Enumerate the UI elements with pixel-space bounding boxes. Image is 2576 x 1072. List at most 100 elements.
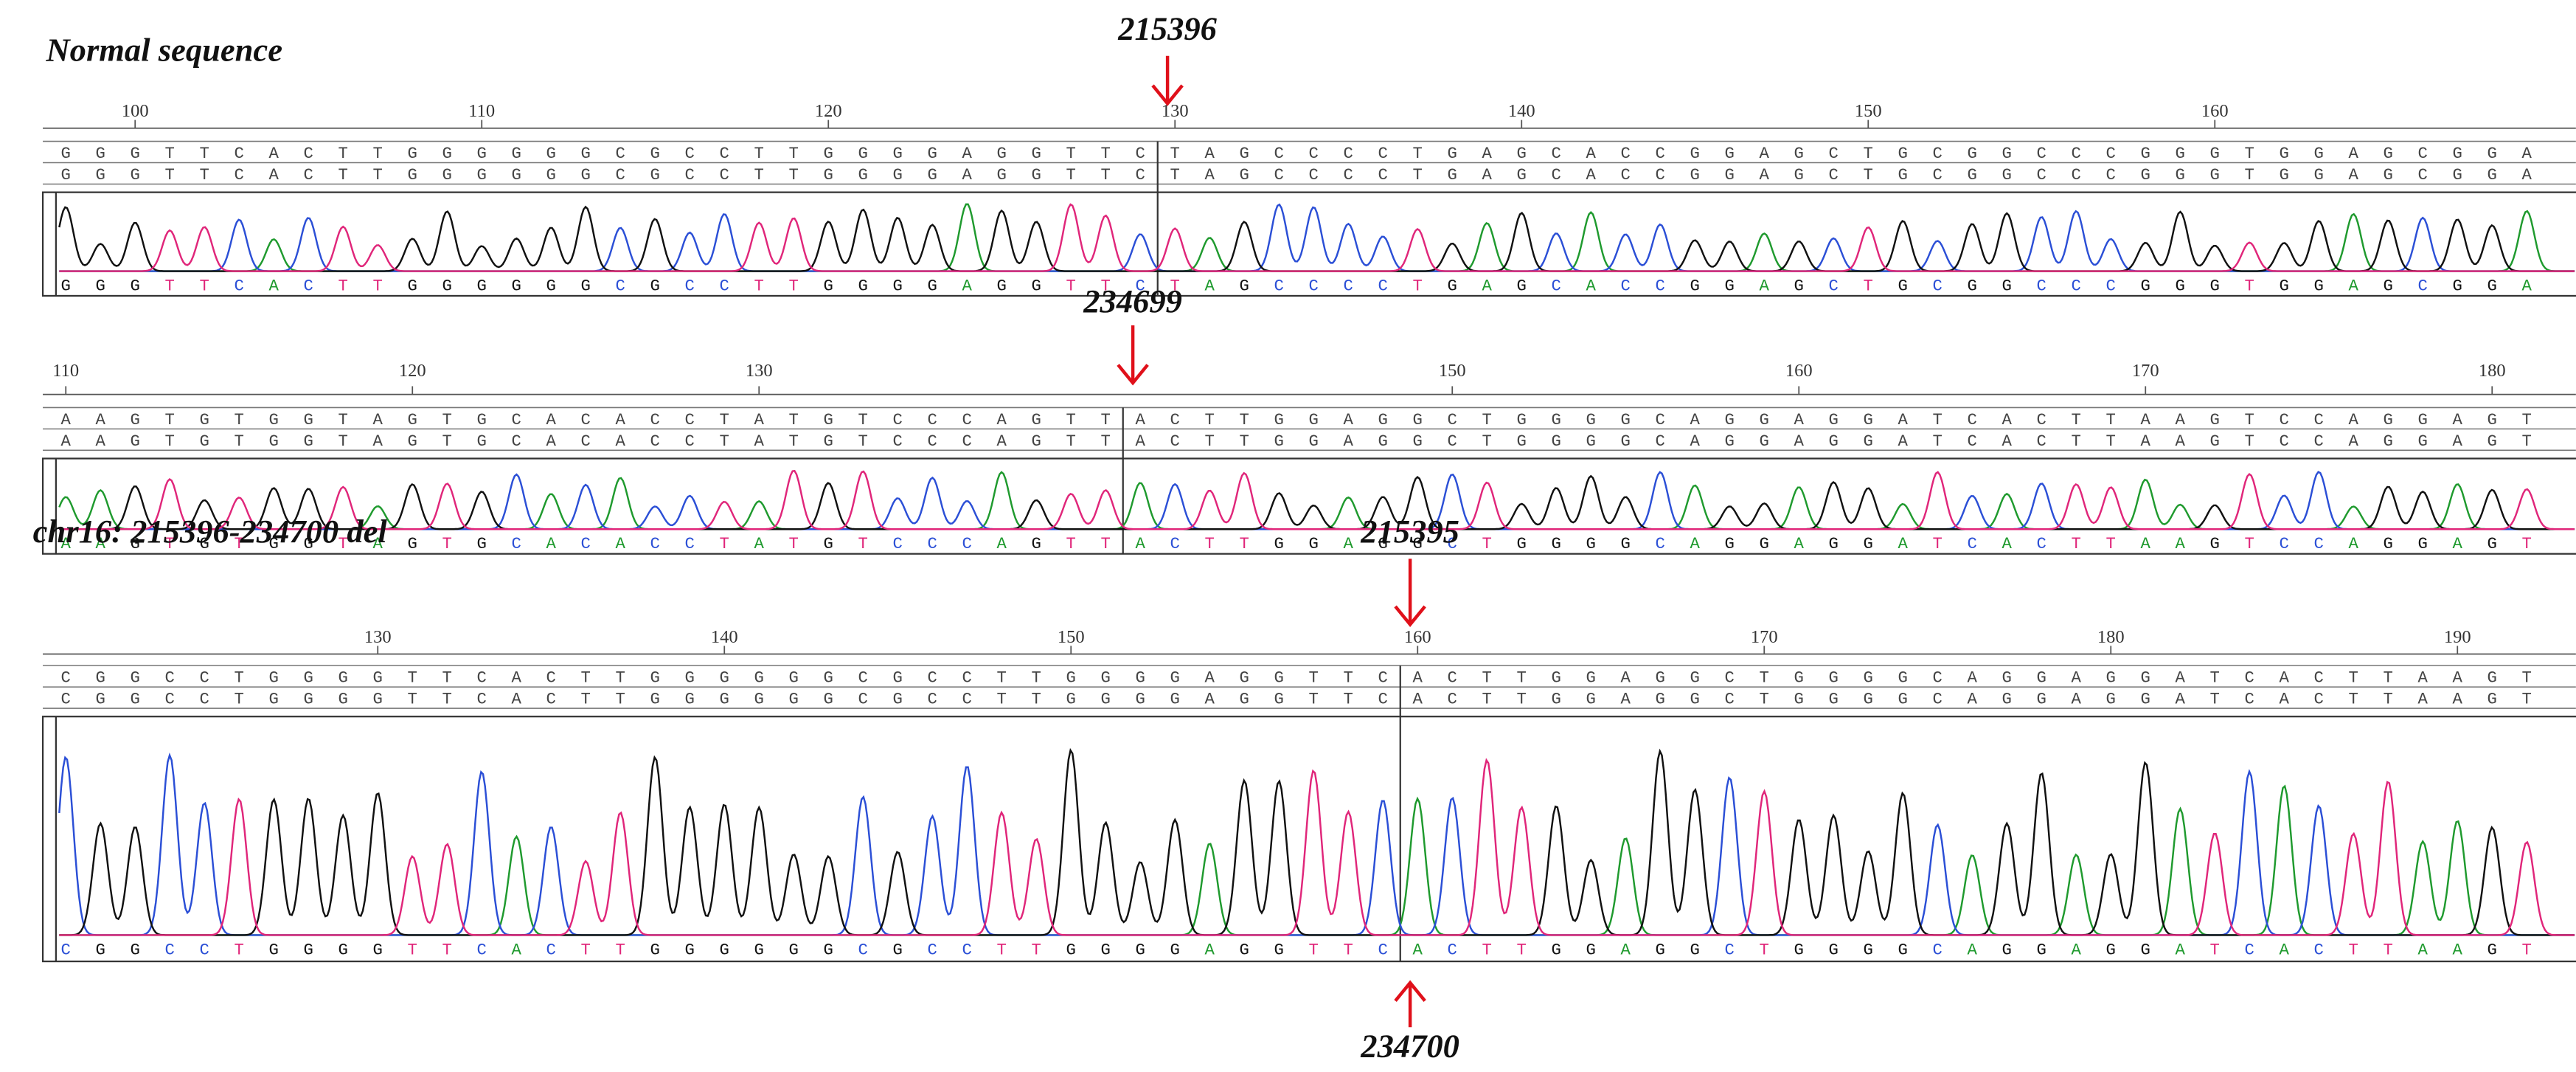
base-call: G: [2210, 165, 2220, 184]
base-call: C: [1378, 165, 1388, 184]
base-call: G: [408, 410, 417, 429]
base-call: G: [269, 690, 279, 709]
base-call: G: [131, 690, 140, 709]
base-call: A: [373, 410, 383, 429]
base-call: G: [408, 165, 417, 184]
base-call: C: [1725, 940, 1735, 959]
base-call: C: [962, 410, 972, 429]
base-call: G: [1829, 410, 1839, 429]
base-call: A: [373, 432, 383, 451]
base-call: T: [2072, 432, 2081, 451]
base-call: C: [2280, 410, 2289, 429]
base-call: A: [997, 432, 1007, 451]
base-call: T: [1760, 668, 1769, 688]
base-call: A: [61, 432, 72, 451]
base-call: T: [616, 668, 625, 688]
base-call: C: [1829, 144, 1839, 163]
base-call: A: [512, 668, 522, 688]
base-call: G: [2141, 165, 2150, 184]
base-call: G: [2106, 690, 2116, 709]
base-call: G: [2488, 144, 2497, 163]
base-call: T: [1517, 668, 1527, 688]
base-call: G: [1066, 690, 1076, 709]
base-call: G: [858, 165, 868, 184]
base-call: T: [858, 432, 868, 451]
base-call: G: [2384, 534, 2393, 553]
base-call: T: [442, 668, 452, 688]
base-call: G: [2280, 165, 2289, 184]
base-call: G: [2314, 276, 2324, 295]
base-call: T: [789, 276, 799, 295]
base-call: A: [1760, 144, 1770, 163]
base-call: G: [408, 432, 417, 451]
base-call: G: [1170, 690, 1180, 709]
base-call: G: [2453, 144, 2462, 163]
base-call: T: [1205, 534, 1215, 553]
base-call: G: [2418, 534, 2428, 553]
base-call: G: [269, 432, 279, 451]
base-call: G: [997, 276, 1007, 295]
arrow-label: 234700: [1360, 1027, 1459, 1064]
base-call: G: [131, 410, 140, 429]
base-call: A: [1344, 534, 1354, 553]
base-call: T: [2106, 410, 2116, 429]
base-call: G: [824, 534, 833, 553]
base-call: T: [1344, 690, 1353, 709]
base-call: G: [1690, 165, 1700, 184]
base-call: C: [200, 668, 209, 688]
base-call: T: [2522, 432, 2532, 451]
ruler-tick-label: 160: [1785, 361, 1813, 381]
ruler-tick-label: 180: [2097, 627, 2125, 647]
base-call: T: [1760, 690, 1769, 709]
base-call: C: [1656, 432, 1665, 451]
base-call: T: [1517, 940, 1527, 959]
base-call: T: [997, 690, 1007, 709]
base-call: C: [546, 690, 556, 709]
trace: [59, 476, 2575, 529]
base-call: C: [962, 432, 972, 451]
base-call: G: [1032, 144, 1041, 163]
base-call: C: [1656, 534, 1665, 553]
base-call: G: [1552, 690, 1561, 709]
base-call: C: [1136, 165, 1145, 184]
ruler-tick-label: 140: [711, 627, 738, 647]
panel-title: Normal sequence: [46, 31, 282, 68]
base-call: G: [685, 940, 695, 959]
base-call: C: [720, 144, 729, 163]
base-call: C: [1933, 165, 1943, 184]
base-call: G: [2141, 276, 2150, 295]
base-call: A: [269, 144, 280, 163]
base-call: G: [858, 144, 868, 163]
base-call: G: [2037, 668, 2046, 688]
base-call: G: [1032, 410, 1041, 429]
base-call: G: [1725, 165, 1735, 184]
ruler-tick-label: 180: [2479, 361, 2506, 381]
base-call: A: [2453, 668, 2463, 688]
base-call: A: [962, 165, 973, 184]
base-call: C: [1968, 534, 1977, 553]
base-call: T: [754, 165, 764, 184]
base-call: G: [997, 144, 1007, 163]
base-call: T: [1240, 410, 1249, 429]
base-call: T: [1240, 432, 1249, 451]
base-call: C: [1274, 144, 1284, 163]
base-call: C: [2418, 276, 2428, 295]
base-call: G: [304, 690, 313, 709]
base-call: G: [61, 144, 71, 163]
base-call: A: [2522, 144, 2532, 163]
base-call: T: [408, 668, 417, 688]
base-call: T: [1482, 690, 1492, 709]
base-call: G: [1898, 165, 1908, 184]
base-call: G: [581, 144, 591, 163]
ruler-tick-label: 120: [815, 101, 842, 121]
base-call: G: [997, 165, 1007, 184]
base-call: G: [1136, 940, 1145, 959]
base-call: C: [928, 940, 937, 959]
base-call: A: [2072, 690, 2082, 709]
base-call: G: [2037, 940, 2046, 959]
base-call: T: [235, 940, 244, 959]
base-call: G: [1517, 410, 1527, 429]
base-call: G: [1829, 534, 1839, 553]
base-call: C: [1378, 276, 1388, 295]
base-call: C: [2037, 165, 2046, 184]
